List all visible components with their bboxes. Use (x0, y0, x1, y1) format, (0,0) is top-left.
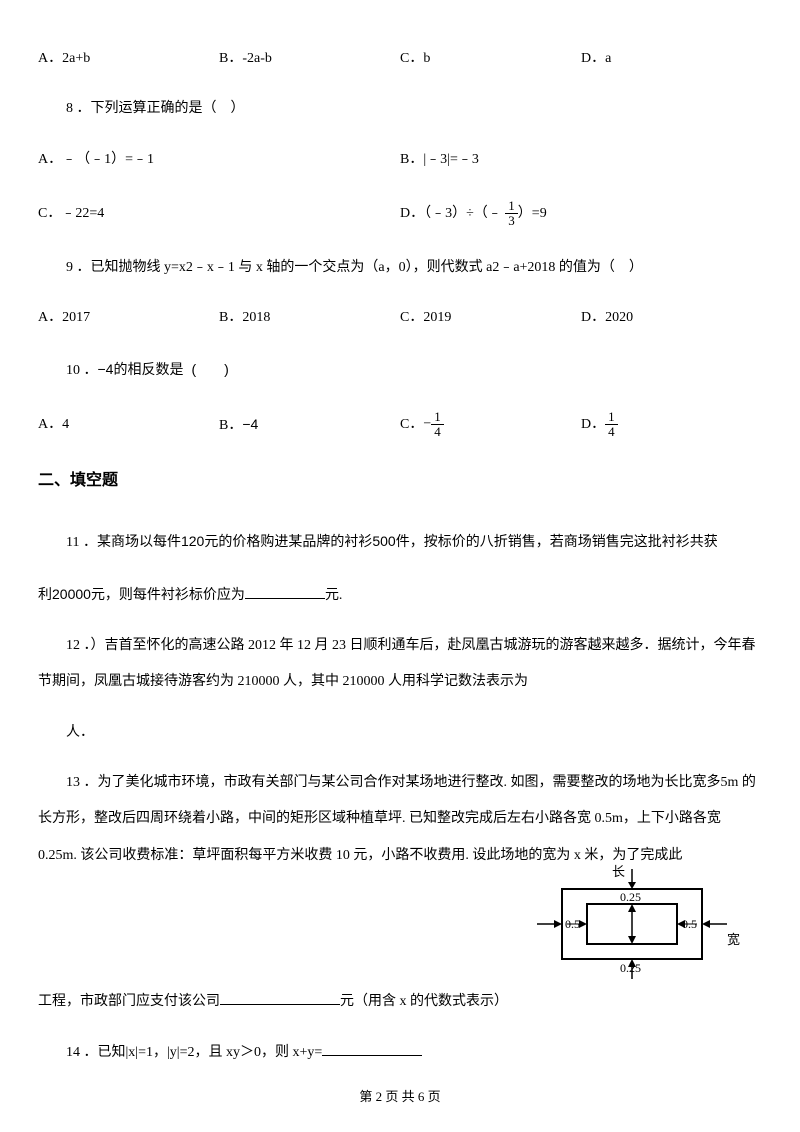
q7-options: A．2a+b B．-2a-b C．b D．a (38, 48, 762, 70)
q10-options: A．4 B．−4 C．−14 D．14 (38, 410, 762, 440)
frac-den: 4 (431, 425, 444, 439)
q11-v3: 20000 (52, 586, 91, 602)
q7-option-a: A．2a+b (38, 48, 219, 70)
q9-options: A．2017 B．2018 C．2019 D．2020 (38, 307, 762, 329)
q14-text: 14 ．已知|x|=1，|y|=2，且 xy＞0，则 x+y= (66, 1045, 322, 1060)
q10-c-neg: − (423, 417, 431, 432)
q11-blank[interactable] (245, 598, 325, 599)
figure-svg: 长 0.25 0.25 0.5 0.5 宽 (532, 864, 742, 984)
q11-p4: 利 (38, 588, 52, 603)
q10-option-a: A．4 (38, 414, 219, 436)
q8-option-d: D．（﹣3）÷（﹣ 13）=9 (400, 199, 762, 229)
q11-p2: 元的价格购进某品牌的衬衫 (204, 535, 372, 550)
label-kuan: 宽 (727, 932, 740, 947)
q11-p6: 元. (325, 588, 343, 603)
q13-p3: 元（用含 x 的代数式表示） (340, 994, 508, 1009)
q10-b-prefix: B． (219, 418, 242, 433)
q10-text: 10 ．−4的相反数是 ( ) (38, 358, 762, 382)
frac-den: 4 (605, 425, 618, 439)
q9-option-d: D．2020 (581, 307, 762, 329)
q11-line2: 利20000元，则每件衬衫标价应为 元. (38, 576, 762, 614)
q13-text: 13 ．为了美化城市环境，市政有关部门与某公司合作对某场地进行整改. 如图，需要… (38, 765, 762, 874)
q10-option-b: B．−4 (219, 413, 400, 437)
label-025-top: 0.25 (620, 890, 641, 904)
q8-d-prefix: D．（﹣3）÷（﹣ (400, 206, 505, 221)
q9-option-b: B．2018 (219, 307, 400, 329)
q7-option-d: D．a (581, 48, 762, 70)
q13-p2: 工程，市政部门应支付该公司 (38, 994, 220, 1009)
q10-prefix: 10 ． (66, 363, 98, 378)
q10-option-c: C．−14 (400, 410, 581, 440)
q11: 11 ．某商场以每件120元的价格购进某品牌的衬衫500件，按标价的八折销售，若… (38, 523, 762, 561)
rectangle-figure: 长 0.25 0.25 0.5 0.5 宽 (532, 864, 742, 992)
q11-v1: 120 (181, 533, 204, 549)
page-footer: 第 2 页 共 6 页 (0, 1087, 800, 1108)
frac-den: 3 (505, 214, 518, 228)
q10-c-prefix: C． (400, 417, 423, 432)
q7-option-b: B．-2a-b (219, 48, 400, 70)
q8-option-b: B．|﹣3|=﹣3 (400, 149, 762, 171)
label-chang: 长 (612, 864, 625, 879)
q8-text: 8 ．下列运算正确的是（ ） (38, 98, 762, 120)
q12-tail: 人． (38, 715, 762, 751)
q10-paren: ( ) (191, 361, 228, 377)
q10-option-d: D．14 (581, 410, 762, 440)
section-title-fill: 二、填空题 (38, 468, 762, 494)
q8-options-row2: C．﹣22=4 D．（﹣3）÷（﹣ 13）=9 (38, 199, 762, 229)
q8-option-a: A．﹣（﹣1）=﹣1 (38, 149, 400, 171)
q10-neg4: −4 (98, 361, 114, 377)
frac-num: 1 (431, 410, 444, 425)
q11-v2: 500 (372, 533, 395, 549)
q11-p1: 11 ．某商场以每件 (66, 535, 181, 550)
label-05-right: 0.5 (682, 917, 697, 931)
q7-option-c: C．b (400, 48, 581, 70)
q11-p5: 元，则每件衬衫标价应为 (91, 588, 245, 603)
q9-option-c: C．2019 (400, 307, 581, 329)
q13-blank[interactable] (220, 1004, 340, 1005)
q8-d-fraction: 13 (505, 199, 518, 229)
q8-option-c: C．﹣22=4 (38, 203, 400, 225)
q9-option-a: A．2017 (38, 307, 219, 329)
q10-suffix: 的相反数是 (113, 363, 183, 378)
frac-num: 1 (605, 410, 618, 425)
q14: 14 ．已知|x|=1，|y|=2，且 xy＞0，则 x+y= (38, 1035, 762, 1071)
q12: 12 ．）吉首至怀化的高速公路 2012 年 12 月 23 日顺利通车后，赴凤… (38, 628, 762, 701)
frac-num: 1 (505, 199, 518, 214)
q8-d-suffix: ）=9 (518, 206, 547, 221)
q11-p3: 件，按标价的八折销售，若商场销售完这批衬衫共获 (396, 535, 718, 550)
q10-c-frac: 14 (431, 410, 444, 440)
q14-blank[interactable] (322, 1055, 422, 1056)
q8-options-row1: A．﹣（﹣1）=﹣1 B．|﹣3|=﹣3 (38, 149, 762, 171)
q10-d-frac: 14 (605, 410, 618, 440)
q10-d-prefix: D． (581, 417, 605, 432)
q10-b-val: −4 (242, 416, 258, 432)
q9-text: 9 ．已知抛物线 y=x2﹣x﹣1 与 x 轴的一个交点为（a，0），则代数式 … (38, 257, 762, 279)
